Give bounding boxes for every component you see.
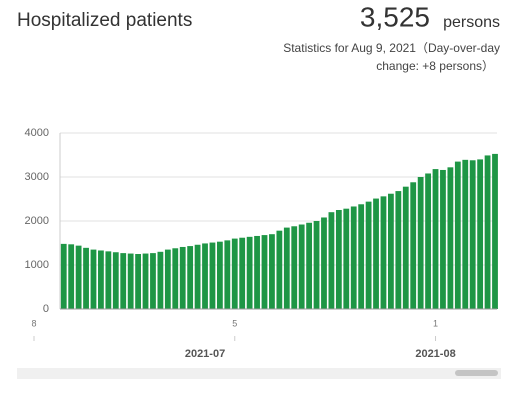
bar [440,169,446,309]
bar [454,161,461,309]
bar [68,244,75,309]
bar [373,198,379,309]
scrollbar-thumb[interactable] [455,370,498,376]
bar [224,240,231,309]
bar [157,251,164,309]
bar [172,248,179,309]
bar [469,160,476,309]
bar [492,153,498,309]
bar [194,244,201,309]
bar [83,247,89,309]
bar [187,246,194,309]
bar [90,249,97,309]
scrollbar-track[interactable] [17,368,501,379]
bar [358,204,365,309]
note: Statistics for Aug 9, 2021（Day-over-day [283,41,500,55]
total-unit: persons [443,14,500,31]
bar [112,252,119,309]
bar [380,196,387,309]
bar [462,159,469,309]
bar [135,254,141,309]
bar [313,221,320,309]
y-tick-label: 0 [43,303,49,315]
bar [343,208,350,309]
bar [447,167,454,309]
bar [246,236,253,309]
bar [328,212,335,309]
x-tick-label: 5 [232,318,237,328]
bar [417,177,424,309]
bar [484,155,491,309]
bar [216,241,223,309]
bar [150,253,156,309]
bar [209,242,216,309]
bar [477,159,484,309]
bar [254,235,260,309]
y-tick-label: 2000 [25,215,49,227]
bar [120,253,127,309]
bar [231,238,238,309]
bar [365,201,372,309]
bar [402,186,409,309]
x-tick-label: 1 [433,318,438,328]
y-tick-label: 4000 [25,127,49,139]
note: change: +8 persons） [376,59,494,73]
x-tick-label: 8 [31,318,36,328]
bar [60,243,67,309]
bar [283,227,290,309]
bar [276,230,283,309]
bar [75,245,82,309]
bar [269,234,275,309]
bar [127,253,134,309]
y-tick-label: 3000 [25,171,49,183]
y-tick-label: 1000 [25,259,49,271]
bar [335,210,342,309]
bar [321,217,327,309]
bar [164,249,171,309]
total-value: 3,525 [360,1,430,32]
bar [105,251,112,309]
bar [425,173,431,309]
bar [432,169,439,309]
bar [388,193,394,309]
bar [98,250,104,309]
bar [142,253,149,309]
bar [395,191,402,309]
title: Hospitalized patients [17,10,192,31]
bar [350,206,357,309]
bar [291,226,298,309]
bar [202,243,208,309]
bar [410,182,417,309]
x-month-label: 2021-07 [185,348,225,360]
bar [261,235,268,309]
bar [239,237,246,309]
bar [306,222,313,309]
bar [179,246,186,309]
x-month-label: 2021-08 [415,348,455,360]
bar [298,224,305,309]
